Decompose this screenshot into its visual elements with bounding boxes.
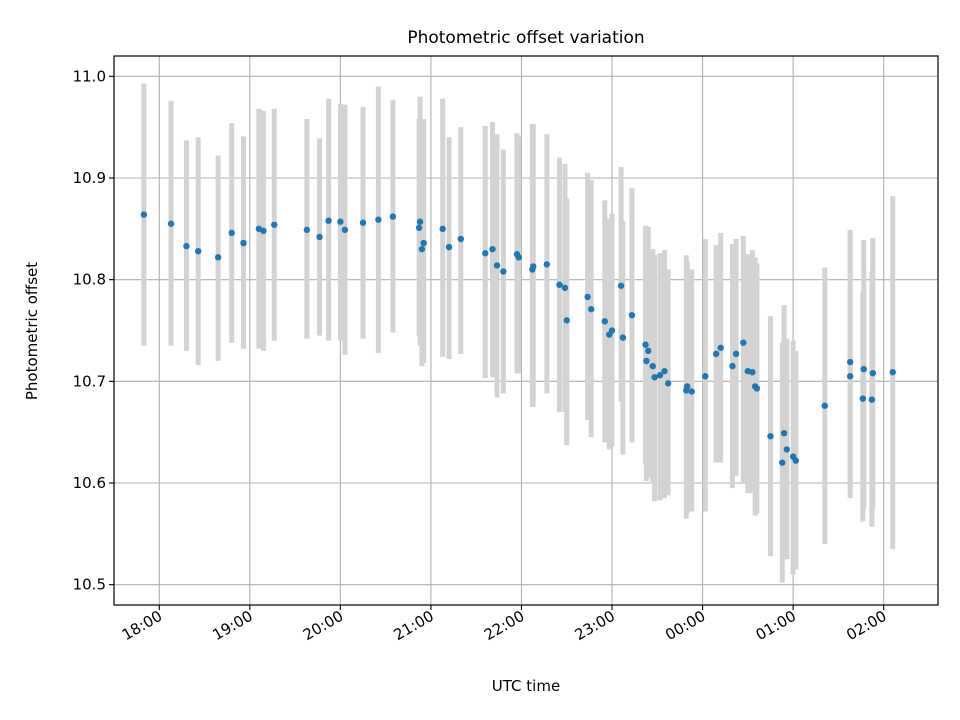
data-point (140, 211, 148, 218)
data-point (337, 218, 344, 225)
data-point (749, 368, 756, 376)
data-point (683, 383, 691, 390)
data-point (445, 243, 453, 251)
data-point (515, 254, 522, 261)
data-point (341, 226, 349, 234)
y-tick-label: 11.0 (73, 67, 106, 85)
data-point (645, 347, 652, 355)
data-point (649, 362, 656, 370)
data-point (271, 221, 278, 228)
y-tick-label: 10.9 (73, 169, 106, 187)
data-point (375, 216, 382, 223)
data-point (418, 245, 426, 253)
data-point (240, 239, 247, 247)
data-point (779, 459, 786, 466)
data-point (457, 235, 465, 243)
data-point (869, 370, 877, 377)
data-point (767, 433, 774, 440)
data-points (140, 211, 896, 466)
data-point (664, 380, 672, 387)
y-tick-label: 10.7 (73, 372, 106, 390)
data-point (359, 219, 367, 226)
data-point (601, 318, 608, 325)
data-point (214, 254, 222, 261)
data-point (651, 374, 658, 381)
y-axis-label: Photometric offset (23, 262, 41, 400)
data-point (543, 261, 551, 268)
data-point (389, 213, 397, 220)
data-point (608, 327, 616, 334)
data-point (643, 357, 650, 365)
data-point (303, 226, 311, 234)
y-tick-label: 10.6 (73, 474, 106, 492)
data-point (500, 268, 507, 275)
data-point (628, 312, 636, 319)
data-point (729, 362, 736, 370)
data-point (493, 262, 501, 269)
data-point (183, 242, 190, 250)
data-point (619, 334, 627, 341)
data-point (859, 395, 867, 402)
data-point (732, 350, 740, 358)
data-point (846, 358, 854, 366)
data-point (783, 446, 790, 453)
data-point (740, 339, 747, 346)
data-point (753, 385, 761, 392)
data-point (656, 372, 664, 379)
data-point (420, 239, 427, 247)
data-point (416, 218, 424, 225)
data-point (821, 402, 829, 409)
data-point (617, 282, 625, 289)
data-point (846, 373, 854, 380)
data-point (792, 457, 800, 464)
data-point (860, 365, 867, 373)
x-axis-label: UTC time (492, 677, 560, 695)
data-point (561, 284, 569, 291)
data-point (167, 220, 175, 227)
data-point (717, 344, 724, 351)
data-point (712, 350, 720, 358)
chart-title: Photometric offset variation (407, 28, 644, 48)
data-point (325, 217, 332, 224)
data-point (780, 429, 788, 437)
data-point (228, 229, 235, 237)
data-point (316, 233, 323, 241)
data-point (587, 305, 595, 313)
data-point (584, 293, 591, 301)
data-point (642, 341, 649, 348)
y-tick-label: 10.5 (73, 576, 106, 594)
y-tick-label: 10.8 (73, 271, 106, 289)
data-point (563, 317, 570, 324)
data-point (688, 388, 695, 395)
data-point (556, 281, 563, 288)
data-point (702, 373, 709, 380)
data-point (868, 396, 876, 403)
data-point (415, 224, 423, 232)
plot-frame (113, 55, 939, 606)
data-point (260, 227, 267, 235)
data-point (195, 248, 202, 255)
data-point (489, 245, 496, 253)
data-point (482, 250, 489, 257)
data-point (530, 263, 537, 270)
data-point (889, 368, 896, 376)
data-point (439, 225, 446, 233)
data-point (661, 367, 668, 375)
